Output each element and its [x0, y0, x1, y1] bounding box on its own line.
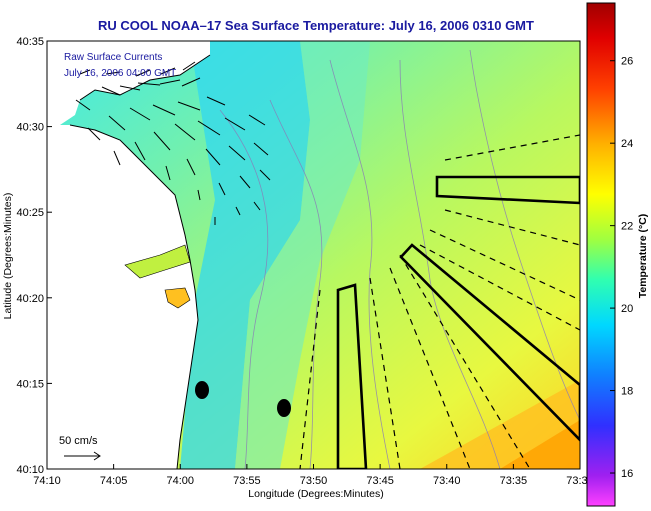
surface-current-vectors: [75, 61, 271, 225]
colorbar-label: Temperature (°C): [637, 214, 649, 299]
colorbar-tick-label: 26: [621, 56, 633, 68]
y-axis: 40:10 40:15 40:20 40:25 40:30 40:35: [16, 36, 52, 476]
map-area: 50 cm/s Raw Surface Currents July 16, 20…: [47, 41, 580, 469]
x-tick-label: 73:45: [366, 475, 394, 487]
cool-offshore-band: [235, 41, 370, 469]
colorbar: [586, 2, 616, 507]
estuary-green: [124, 244, 191, 279]
colorbar-ticks: 16 18 20 22 24 26: [610, 56, 633, 480]
mooring-marker-1: [195, 381, 209, 399]
x-tick-label: 73:35: [500, 475, 528, 487]
chart-title: RU COOL NOAA–17 Sea Surface Temperature:…: [98, 18, 534, 33]
y-tick-label: 40:35: [16, 36, 44, 48]
x-tick-label: 74:10: [33, 475, 61, 487]
y-tick-label: 40:30: [16, 122, 44, 134]
transect-lines: [299, 134, 580, 469]
scale-label: 50 cm/s: [59, 435, 98, 447]
warm-region-inner: [500, 420, 580, 469]
x-axis: 74:10 74:05 74:00 73:55 73:50 73:45 73:40 73:35…: [33, 464, 594, 487]
land-west: [47, 125, 198, 469]
land-north: [47, 41, 210, 125]
y-tick-label: 40:15: [16, 378, 44, 390]
x-tick-label: 74:00: [166, 475, 194, 487]
y-axis-label: Latitude (Degrees:Minutes): [2, 193, 14, 320]
cold-coastal-band: [180, 41, 310, 469]
x-tick-label: 73:55: [233, 475, 261, 487]
mooring-marker-2: [277, 399, 291, 417]
x-tick-label: 74:05: [100, 475, 128, 487]
estuary-warm: [164, 287, 191, 309]
inset-line-1: Raw Surface Currents: [64, 52, 162, 63]
y-tick-label: 40:20: [16, 293, 44, 305]
y-tick-label: 40:10: [16, 464, 44, 476]
bathymetry-contours: [219, 49, 580, 469]
x-tick-label: 73:40: [433, 475, 461, 487]
scale-arrow: [64, 451, 101, 461]
inset-line-2: July 16, 2006 04:00 GMT: [64, 68, 176, 79]
transect-boxes: [336, 175, 580, 469]
colorbar-tick-label: 18: [621, 386, 633, 398]
y-tick-label: 40:25: [16, 207, 44, 219]
colorbar-tick-label: 22: [621, 221, 633, 233]
x-tick-label: 73:50: [300, 475, 328, 487]
colorbar-tick-label: 20: [621, 303, 633, 315]
colorbar-tick-label: 24: [621, 138, 633, 150]
colorbar-tick-label: 16: [621, 468, 633, 480]
x-axis-label: Longitude (Degrees:Minutes): [248, 488, 383, 500]
coastline: [69, 54, 211, 469]
